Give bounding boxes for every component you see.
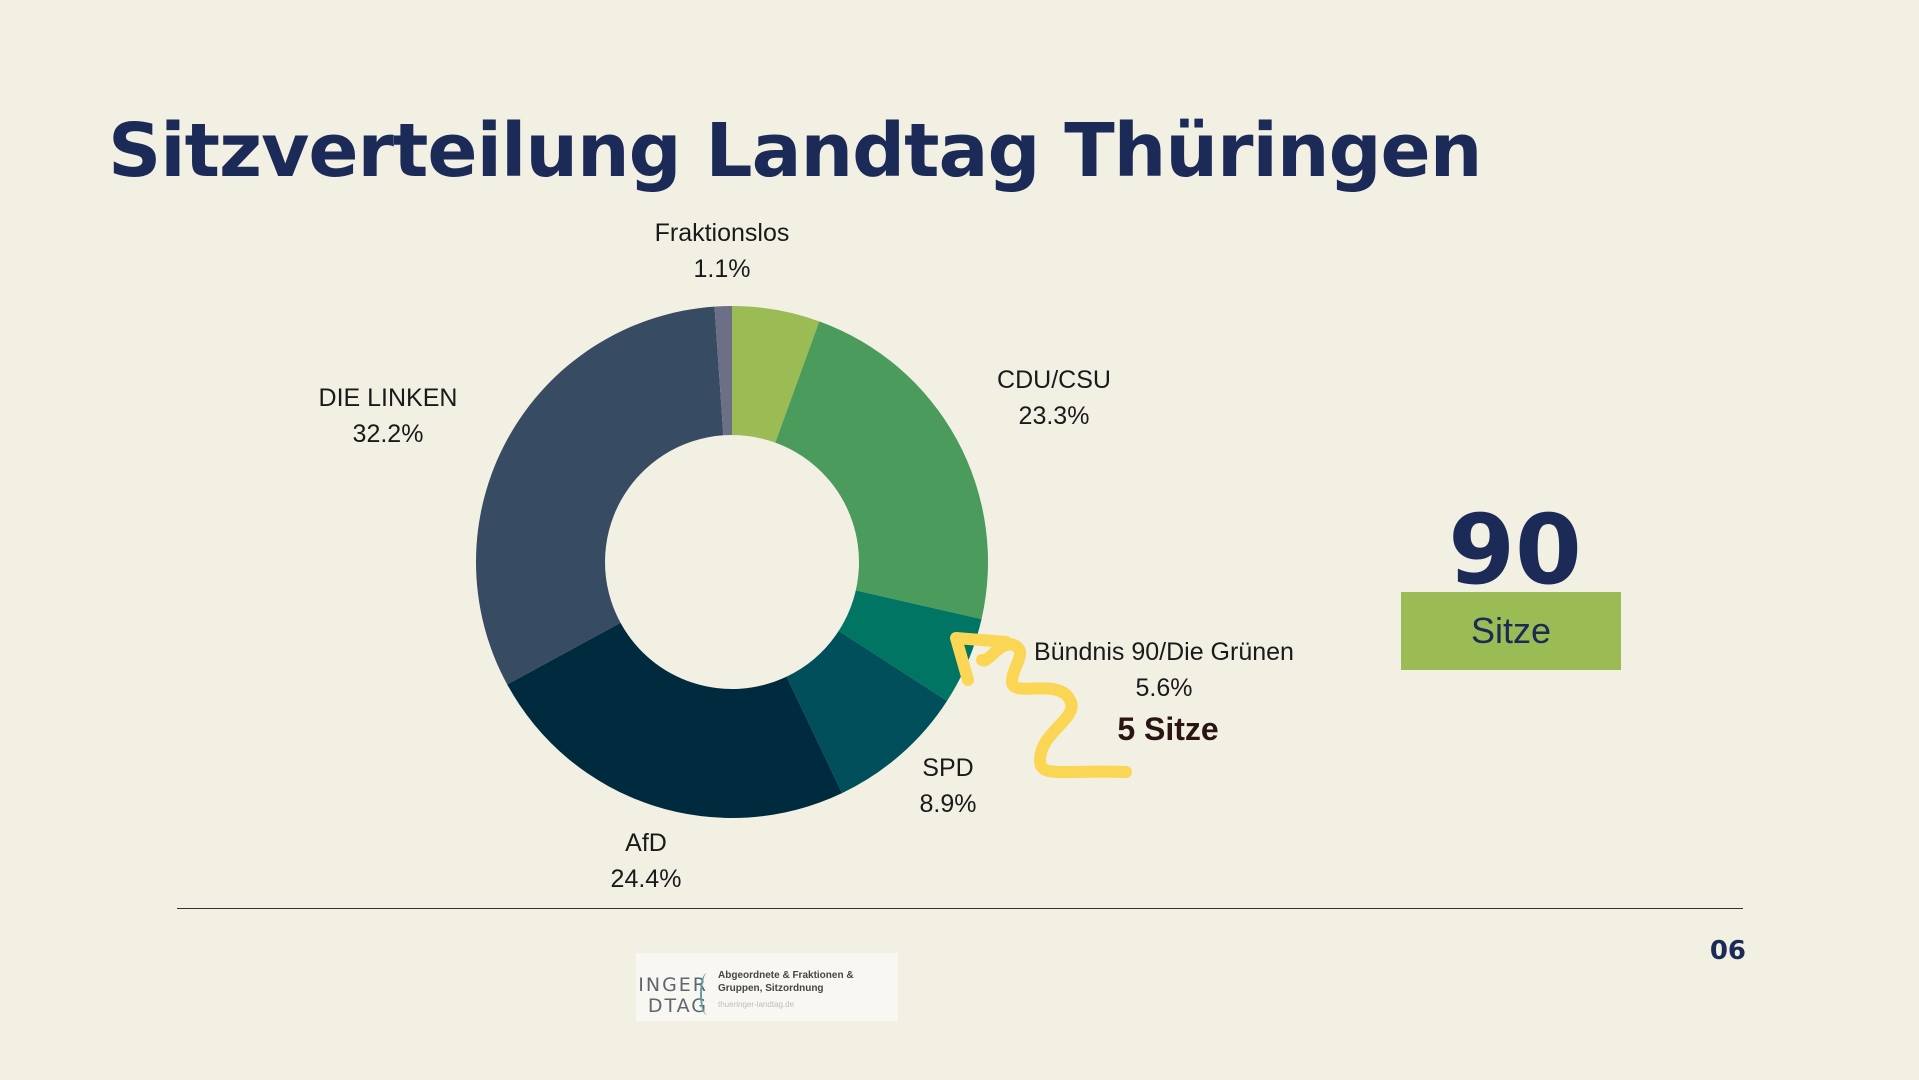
total-seats-label: Sitze xyxy=(1470,610,1552,651)
arrow-head-icon xyxy=(950,632,1012,686)
donut-slices xyxy=(476,306,988,818)
slice-label-name: DIE LINKEN xyxy=(319,384,458,412)
slice-label-value: 23.3% xyxy=(1019,402,1090,430)
slice-fraktionslos-6 xyxy=(714,306,732,436)
slice-label-value: 5.6% xyxy=(1136,674,1193,702)
slice-label-value: 8.9% xyxy=(920,790,977,818)
slice-label-spd: SPD 8.9% xyxy=(920,754,977,818)
hand-drawn-arrow-icon xyxy=(976,638,1132,779)
slice-label-name: Bündnis 90/Die Grünen xyxy=(1034,638,1294,666)
slice-label-cdu-csu: CDU/CSU 23.3% xyxy=(997,366,1111,430)
slice-afd-4 xyxy=(507,622,843,818)
source-url: thueringer-landtag.de xyxy=(718,1000,795,1009)
slide-title: Sitzverteilung Landtag Thüringen xyxy=(108,108,1482,194)
slice-cdu-csu-1 xyxy=(775,321,988,620)
slice-label-b-ndnis-90-die-gr-nen: Bündnis 90/Die Grünen 5.6% xyxy=(1034,638,1294,702)
slice-label-value: 32.2% xyxy=(353,420,424,448)
page-number: 06 xyxy=(1709,936,1746,966)
slice-spd-3 xyxy=(786,630,948,794)
source-thumbnail: RINGER DTAG Abgeordnete & Fraktionen & G… xyxy=(636,953,898,1021)
slice-die-linken-5 xyxy=(476,306,724,685)
slice-label-die-linken: DIE LINKEN 32.2% xyxy=(319,384,458,448)
slice-labels: Fraktionslos 1.1% CDU/CSU 23.3% Bündnis 90/D… xyxy=(319,219,1294,893)
slice-b-ndnis-90-die-gr-nen-2 xyxy=(838,590,982,701)
slice-label-name: CDU/CSU xyxy=(997,366,1111,394)
logo-arc-icon xyxy=(700,973,714,1015)
slice-label-name: Fraktionslos xyxy=(655,219,790,247)
slice-label-fraktionslos: Fraktionslos 1.1% xyxy=(655,219,790,283)
total-seats-badge: Sitze xyxy=(1401,592,1621,670)
landtag-logo: RINGER DTAG xyxy=(636,953,708,1021)
slice-label-afd: AfD 24.4% xyxy=(611,829,682,893)
source-heading: Abgeordnete & Fraktionen & Gruppen, Sitz… xyxy=(718,970,854,994)
footer-divider xyxy=(177,908,1743,909)
slice-label-value: 1.1% xyxy=(694,255,751,283)
logo-text-line-2: DTAG xyxy=(647,995,708,1017)
slice-label-name: SPD xyxy=(922,754,973,782)
seats-annotation: 5 Sitze xyxy=(1117,711,1218,747)
total-seats-number: 90 xyxy=(1448,494,1582,606)
slice-label-name: AfD xyxy=(625,829,667,857)
slice-label-value: 24.4% xyxy=(611,865,682,893)
logo-text-line-1: RINGER xyxy=(636,974,708,996)
slice-b-ndnis-90-die-gr-nen-0 xyxy=(732,306,820,443)
